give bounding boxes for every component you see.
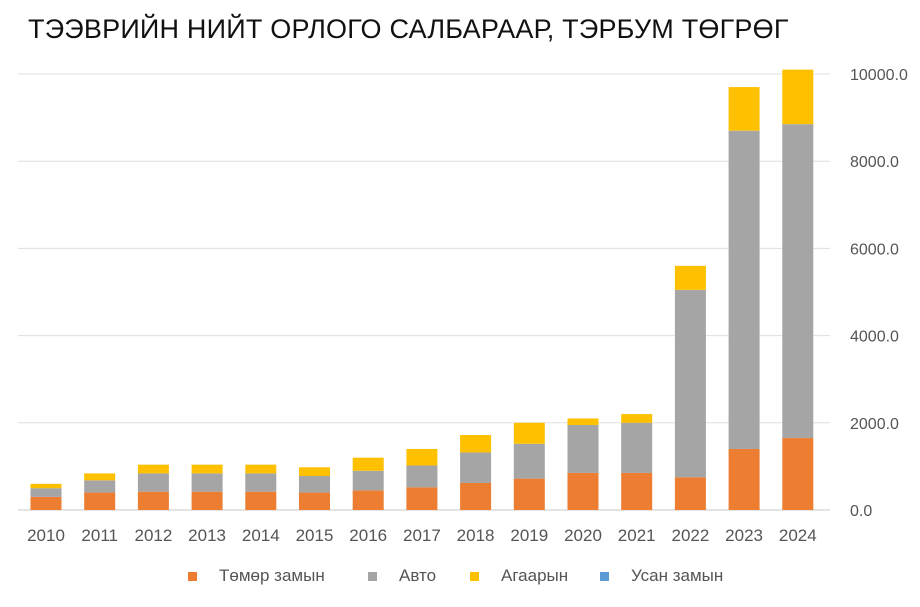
legend-swatch bbox=[470, 571, 479, 581]
bar-segment bbox=[352, 470, 384, 491]
bar-segment bbox=[728, 87, 760, 131]
legend-item: Авто bbox=[368, 566, 436, 586]
y-tick-label: 0.0 bbox=[850, 503, 872, 520]
bar-segment bbox=[621, 422, 653, 473]
legend-item: Агаарын bbox=[470, 566, 568, 586]
legend-item: Төмөр замын bbox=[188, 566, 325, 586]
bar-segment bbox=[84, 480, 116, 493]
x-tick-label: 2016 bbox=[349, 526, 387, 545]
bar-segment bbox=[299, 492, 330, 510]
bar-segment bbox=[406, 448, 438, 466]
legend-swatch bbox=[600, 571, 609, 581]
legend-label: Усан замын bbox=[631, 566, 724, 585]
bar-segment bbox=[84, 492, 116, 510]
gridlines bbox=[18, 73, 830, 511]
bar-segment bbox=[30, 496, 62, 510]
bar-segment bbox=[191, 491, 223, 510]
bar-segment bbox=[352, 457, 384, 471]
y-tick-label: 6000.0 bbox=[850, 241, 899, 258]
bar-segment bbox=[84, 473, 116, 481]
y-axis-tick-labels: 0.0 2000.0 4000.0 6000.0 8000.0 10000.0 bbox=[850, 67, 908, 520]
y-tick-label: 4000.0 bbox=[850, 329, 899, 346]
legend-label: Авто bbox=[399, 566, 437, 585]
x-tick-label: 2018 bbox=[457, 526, 495, 545]
bar-segment bbox=[621, 414, 653, 423]
bar-segment bbox=[567, 424, 599, 473]
bar-segment bbox=[299, 467, 330, 476]
x-tick-label: 2024 bbox=[779, 526, 817, 545]
bar-segment bbox=[299, 475, 330, 493]
y-tick-label: 2000.0 bbox=[850, 416, 899, 433]
bar-segment bbox=[30, 483, 62, 489]
bar-segment bbox=[782, 124, 814, 439]
bar-segment bbox=[406, 465, 438, 488]
legend-item: Усан замын bbox=[600, 566, 723, 586]
y-tick-label: 10000.0 bbox=[850, 67, 908, 84]
bar-segment bbox=[30, 488, 62, 497]
bar-segment bbox=[460, 482, 492, 510]
bar-segment bbox=[460, 452, 492, 483]
bar-segment bbox=[352, 490, 384, 510]
bar-segment bbox=[137, 473, 169, 492]
bar-segment bbox=[674, 289, 706, 478]
bar-segment bbox=[567, 418, 599, 425]
legend-swatch bbox=[188, 571, 197, 581]
x-tick-label: 2017 bbox=[403, 526, 441, 545]
y-tick-label: 8000.0 bbox=[850, 154, 899, 171]
legend: Төмөр замын Авто Агаарын Усан замын bbox=[0, 566, 920, 590]
bar-segment bbox=[137, 491, 169, 510]
x-tick-label: 2011 bbox=[81, 526, 118, 545]
bar-segment bbox=[782, 438, 814, 510]
bar-segment bbox=[245, 473, 277, 492]
x-tick-label: 2023 bbox=[725, 526, 763, 545]
bar-segment bbox=[674, 477, 706, 510]
bar-segment bbox=[782, 69, 814, 125]
legend-swatch bbox=[368, 571, 377, 581]
bar-segment bbox=[513, 443, 545, 479]
bar-segment bbox=[406, 487, 438, 510]
x-axis-tick-labels: 2010 2011 2012 2013 2014 2015 2016 2017 2018 2019… bbox=[27, 526, 817, 545]
bar-segment bbox=[137, 464, 169, 474]
bar-segment bbox=[621, 472, 653, 510]
bar-segment bbox=[245, 491, 277, 510]
x-tick-label: 2021 bbox=[618, 526, 656, 545]
x-tick-label: 2015 bbox=[296, 526, 334, 545]
legend-label: Агаарын bbox=[501, 566, 569, 585]
bar-segment bbox=[567, 472, 599, 510]
x-tick-label: 2019 bbox=[510, 526, 548, 545]
bar-segment bbox=[460, 435, 492, 453]
x-tick-label: 2010 bbox=[27, 526, 65, 545]
bars bbox=[30, 69, 814, 510]
x-tick-label: 2013 bbox=[188, 526, 226, 545]
bar-segment bbox=[191, 464, 223, 474]
bar-segment bbox=[513, 478, 545, 510]
x-tick-label: 2022 bbox=[671, 526, 709, 545]
bar-segment bbox=[513, 422, 545, 444]
x-tick-label: 2012 bbox=[134, 526, 172, 545]
bar-segment bbox=[728, 448, 760, 510]
bar-segment bbox=[674, 265, 706, 290]
bar-segment bbox=[191, 473, 223, 492]
legend-label: Төмөр замын bbox=[219, 566, 325, 585]
x-tick-label: 2014 bbox=[242, 526, 280, 545]
bar-segment bbox=[728, 130, 760, 449]
x-tick-label: 2020 bbox=[564, 526, 602, 545]
bar-segment bbox=[245, 464, 277, 474]
chart-title: ТЭЭВРИЙН НИЙТ ОРЛОГО САЛБАРААР, ТЭРБУМ Т… bbox=[28, 14, 789, 44]
